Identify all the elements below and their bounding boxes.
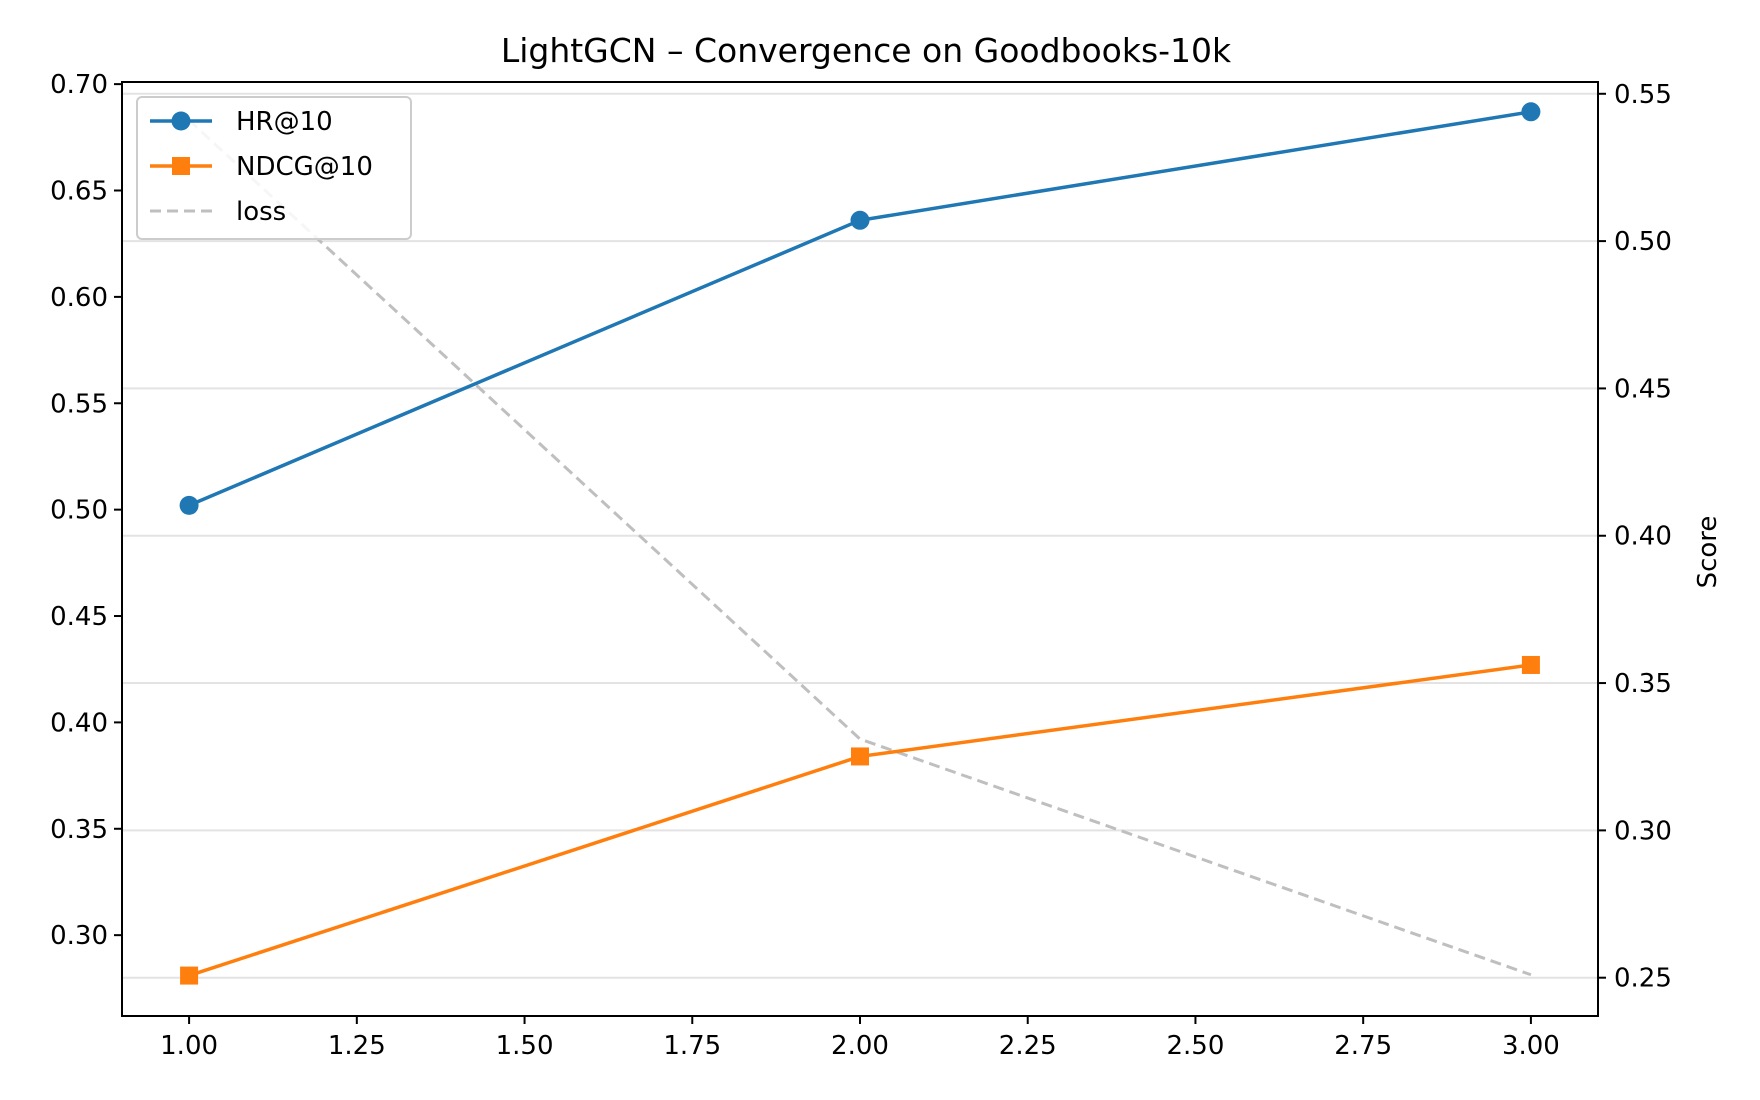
x-tick-label: 2.25 [999,1031,1057,1061]
legend: HR@10 NDCG@10 loss [136,96,412,240]
y-left-tick-label: 0.65 [50,177,108,207]
y-left-tick-label: 0.70 [50,70,108,100]
legend-marker-ndcg-10 [172,157,190,175]
y-left-tick-label: 0.35 [50,815,108,845]
series-line-loss [188,119,1532,977]
x-tick-label: 1.25 [328,1031,386,1061]
y-left-tick-label: 0.40 [50,708,108,738]
data-point-ndcg-10 [180,966,199,985]
x-tick-label: 3.00 [1502,1031,1560,1061]
data-point-hr-10 [1521,102,1541,122]
y-axis-right: 0.25 0.30 0.35 0.40 0.45 0.50 0.55 [1598,80,1672,994]
data-point-hr-10 [850,210,870,230]
data-point-ndcg-10 [851,747,869,766]
x-tick-label: 1.75 [663,1031,721,1061]
y-left-tick-label: 0.55 [50,389,108,419]
y-right-tick-label: 0.50 [1614,227,1672,257]
y-right-tick-label: 0.30 [1614,816,1672,846]
x-axis: 1.00 1.25 1.50 1.75 2.00 2.25 2.50 2.75 3.00 [160,1016,1560,1061]
x-tick-label: 1.00 [160,1031,218,1061]
y-left-tick-label: 0.60 [50,283,108,313]
y-axis-right-label: Score [1693,516,1723,589]
y-left-tick-label: 0.50 [50,496,108,526]
legend-box [136,96,412,240]
x-tick-label: 1.50 [496,1031,554,1061]
legend-label-ndcg-10: NDCG@10 [236,152,373,182]
series-layer [179,102,1541,985]
y-right-tick-label: 0.55 [1614,80,1672,110]
x-tick-label: 2.50 [1167,1031,1225,1061]
grid-layer [122,92,1598,979]
y-right-tick-label: 0.25 [1614,964,1672,994]
y-right-tick-label: 0.45 [1614,374,1672,404]
legend-marker-hr-10 [171,111,191,131]
y-right-tick-label: 0.35 [1614,669,1672,699]
y-left-tick-label: 0.45 [50,602,108,632]
chart-title: LightGCN – Convergence on Goodbooks-10k [501,31,1232,70]
x-tick-label: 2.00 [831,1031,889,1061]
y-right-tick-label: 0.40 [1614,522,1672,552]
legend-label-loss: loss [236,197,286,227]
y-axis-left: 0.30 0.35 0.40 0.45 0.50 0.55 0.60 0.65 0.70 [50,70,122,951]
data-point-ndcg-10 [1521,655,1540,674]
legend-label-hr-10: HR@10 [236,107,333,137]
x-tick-label: 2.75 [1334,1031,1392,1061]
y-left-tick-label: 0.30 [50,921,108,951]
data-point-hr-10 [179,495,199,515]
